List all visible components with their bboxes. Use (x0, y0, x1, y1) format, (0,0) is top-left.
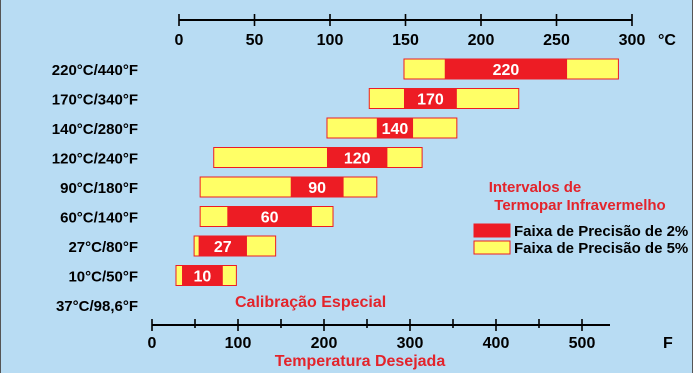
range-bar-2-percent (326, 147, 388, 168)
legend-title-line-2: Termopar Infravermelho (494, 197, 665, 214)
top-axis-tick-label: 300 (619, 32, 646, 49)
range-bar-2-percent (376, 118, 414, 138)
bottom-axis-unit: F (663, 335, 673, 352)
row-label: 120°C/240°F (52, 151, 138, 168)
range-bar-2-percent (403, 88, 457, 109)
top-axis-tick-label: 200 (468, 32, 495, 49)
range-bar-2-percent (198, 236, 247, 256)
bottom-axis-tick-label: 300 (397, 335, 424, 352)
top-axis-tick-label: 250 (543, 32, 570, 49)
top-axis-unit: °C (658, 32, 676, 49)
bottom-axis-title: Temperatura Desejada (275, 353, 446, 370)
row-label: 90°C/180°F (60, 180, 138, 197)
row-label: 60°C/140°F (60, 210, 138, 227)
special-calibration-label: Calibração Especial (235, 294, 386, 311)
row-label: 170°C/340°F (52, 92, 138, 109)
range-bar-value-label: 140 (382, 121, 409, 138)
legend-label-2-percent: Faixa de Precisão de 2% (514, 223, 688, 240)
bottom-axis-tick-label: 500 (569, 335, 596, 352)
range-rows: 220°C/440°F 220 170°C/340°F 170 140°C/280°F 1… (52, 58, 619, 315)
row-label: 37°C/98,6°F (56, 298, 138, 315)
bottom-axis-tick-label: 100 (225, 335, 252, 352)
top-axis-tick-label: 50 (246, 32, 264, 49)
range-bar-value-label: 27 (214, 239, 232, 256)
legend: Intervalos de Termopar Infravermelho Fai… (473, 179, 688, 257)
bottom-axis-tick-label: 0 (148, 335, 157, 352)
range-bar-value-label: 60 (261, 210, 279, 227)
legend-swatch-5-percent (473, 240, 511, 255)
range-bar-value-label: 90 (308, 180, 326, 197)
row-label: 140°C/280°F (52, 121, 138, 138)
range-bar-5-percent (199, 176, 378, 198)
range-bar-value-label: 120 (344, 151, 371, 168)
range-bar-2-percent (182, 265, 223, 286)
row-label: 220°C/440°F (52, 62, 138, 79)
legend-swatch-2-percent (473, 223, 511, 238)
bottom-axis-fahrenheit: 0 100 200 300 400 500 (148, 319, 610, 352)
range-bar-value-label: 220 (493, 62, 520, 79)
top-axis-celsius: 0 50 100 150 200 250 300 (175, 14, 646, 49)
range-bar-2-percent (290, 177, 344, 197)
top-axis-tick-label: 150 (392, 32, 419, 49)
top-axis-tick-label: 100 (317, 32, 344, 49)
bottom-axis-tick-label: 200 (311, 335, 338, 352)
row-label: 27°C/80°F (68, 239, 138, 256)
row-label: 10°C/50°F (68, 269, 138, 286)
legend-label-5-percent: Faixa de Precisão de 5% (514, 240, 688, 257)
range-bar-2-percent (444, 59, 568, 79)
top-axis-tick-label: 0 (175, 32, 184, 49)
bottom-axis-tick-label: 400 (483, 335, 510, 352)
range-bar-2-percent (227, 206, 312, 227)
range-bar-5-percent (213, 147, 423, 168)
range-bar-value-label: 10 (194, 269, 212, 286)
legend-title-line-1: Intervalos de (489, 179, 582, 196)
range-bar-value-label: 170 (417, 92, 444, 109)
